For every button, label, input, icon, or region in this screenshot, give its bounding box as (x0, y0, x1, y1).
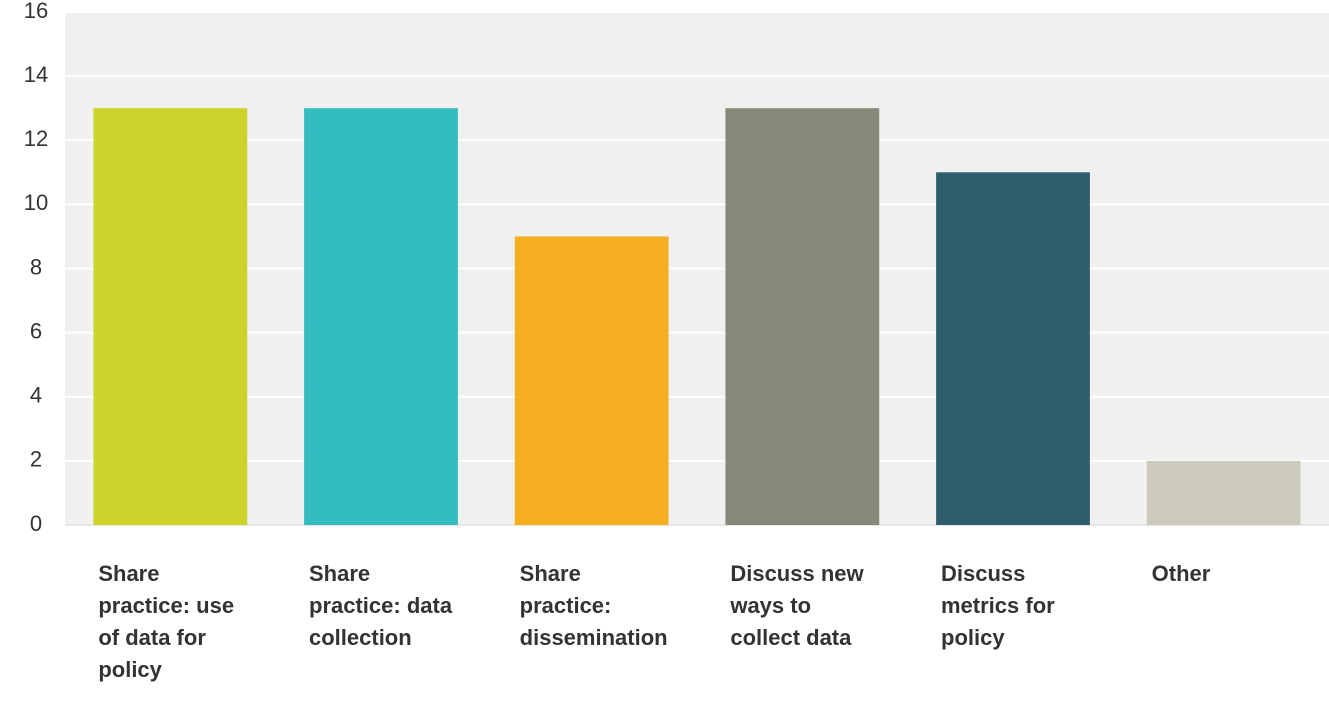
bar (725, 108, 880, 525)
x-tick-label: Share practice: use of data for policy (98, 561, 235, 682)
y-tick-label: 6 (30, 318, 42, 343)
y-tick-label: 8 (30, 254, 42, 279)
x-tick-label: Discuss new ways to collect data (730, 561, 864, 650)
bar (1146, 460, 1301, 525)
bar (514, 236, 669, 525)
y-tick-label: 12 (24, 126, 48, 151)
bar (304, 108, 458, 525)
y-tick-label: 2 (30, 447, 42, 472)
x-tick-label: Discuss metrics for policy (941, 561, 1055, 650)
y-tick-label: 0 (30, 511, 42, 536)
x-tick-label: Share practice: data collection (309, 561, 453, 650)
x-tick-label: Other (1151, 561, 1211, 586)
y-tick-label: 14 (24, 62, 48, 87)
y-tick-label: 4 (30, 383, 42, 408)
x-tick-label: Share practice: dissemination (519, 561, 668, 650)
y-tick-label: 10 (24, 190, 48, 215)
bar (936, 172, 1090, 525)
y-tick-label: 16 (24, 0, 48, 23)
bar (93, 108, 248, 525)
